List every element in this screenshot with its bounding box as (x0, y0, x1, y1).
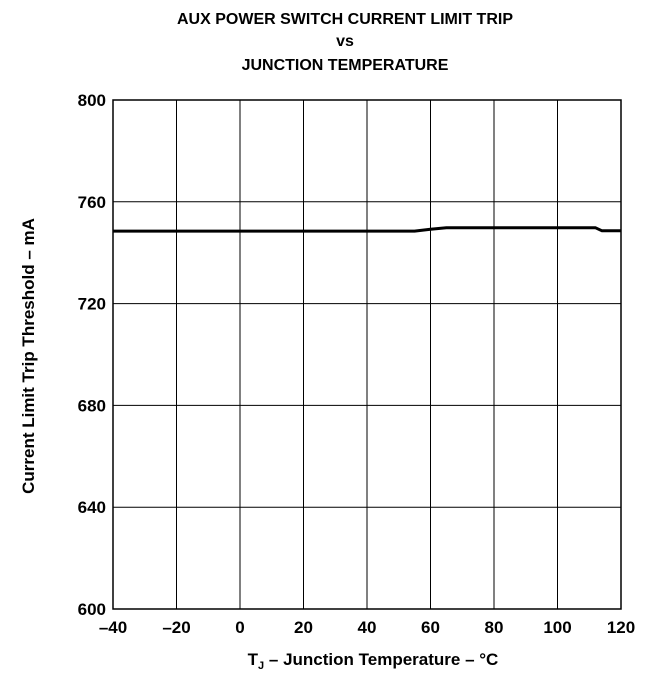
chart-title-line-3: JUNCTION TEMPERATURE (242, 57, 449, 74)
x-axis-label-suffix: – Junction Temperature – °C (264, 650, 498, 669)
chart-title: AUX POWER SWITCH CURRENT LIMIT TRIP vs J… (177, 11, 513, 74)
grid (112, 99, 622, 610)
plot-border (112, 99, 622, 610)
series-line (113, 226, 621, 233)
x-axis-label: TJ – Junction Temperature – °C (248, 650, 499, 672)
series-layer (113, 226, 621, 233)
y-tick-label: 640 (78, 498, 106, 517)
x-axis-label-prefix: T (248, 650, 259, 669)
y-tick-label: 600 (78, 600, 106, 619)
x-axis-label-subscript: J (258, 660, 264, 672)
y-tick-label: 760 (78, 193, 106, 212)
x-tick-label: 120 (607, 618, 635, 637)
y-tick-label: 800 (78, 91, 106, 110)
tick-labels: –40 –20 0 20 40 60 80 100 120 600 640 680 720 760 800 (78, 91, 636, 637)
y-tick-label: 720 (78, 295, 106, 314)
x-tick-label: 40 (358, 618, 377, 637)
x-tick-label: –20 (162, 618, 190, 637)
chart-title-line-1: AUX POWER SWITCH CURRENT LIMIT TRIP (177, 11, 513, 28)
y-tick-label: 680 (78, 396, 106, 415)
x-tick-label: –40 (99, 618, 127, 637)
x-tick-label: 60 (421, 618, 440, 637)
chart-title-line-2: vs (336, 33, 354, 50)
x-tick-label: 100 (543, 618, 571, 637)
x-tick-label: 80 (485, 618, 504, 637)
plot-frame (112, 99, 622, 610)
x-tick-label: 20 (294, 618, 313, 637)
x-tick-label: 0 (235, 618, 244, 637)
y-axis-label: Current Limit Trip Threshold – mA (19, 218, 38, 494)
